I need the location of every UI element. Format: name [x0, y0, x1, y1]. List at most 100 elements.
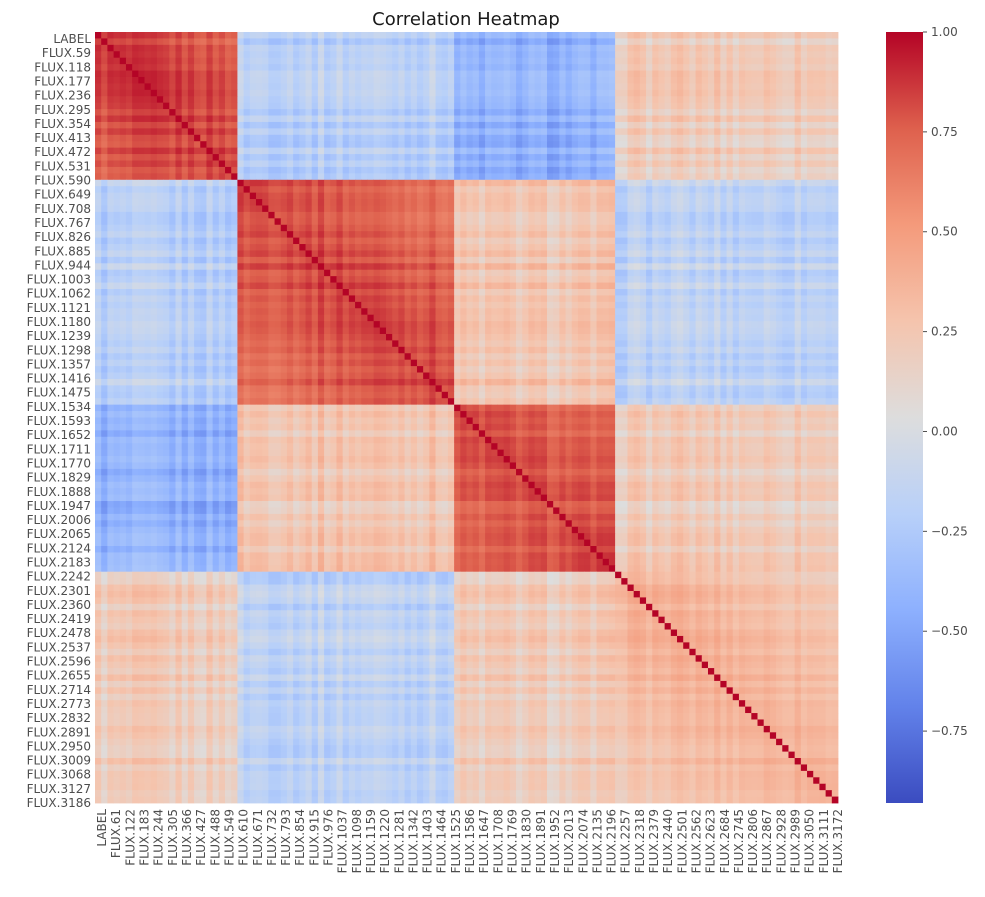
heatmap-cell — [206, 231, 214, 238]
heatmap-cell — [299, 57, 306, 65]
heatmap-cell — [305, 128, 313, 136]
heatmap-cell — [677, 269, 684, 277]
heatmap-cell — [348, 263, 356, 271]
heatmap-cell — [831, 199, 839, 206]
heatmap-cell — [633, 179, 641, 187]
heatmap-cell — [726, 166, 734, 174]
heatmap-cell — [225, 154, 232, 161]
heatmap-cell — [720, 160, 727, 168]
heatmap-cell — [571, 51, 579, 59]
heatmap-cell — [546, 154, 554, 161]
heatmap-cell — [249, 205, 257, 213]
heatmap-cell — [491, 51, 498, 59]
heatmap-cell — [553, 231, 560, 238]
heatmap-cell — [472, 244, 480, 251]
heatmap-cell — [819, 256, 827, 264]
heatmap-cell — [355, 109, 362, 116]
heatmap-cell — [732, 211, 740, 219]
heatmap-cell — [720, 57, 727, 65]
heatmap-cell — [621, 160, 628, 168]
heatmap-cell — [138, 244, 145, 251]
heatmap-cell — [571, 276, 579, 283]
heatmap-cell — [707, 83, 715, 91]
heatmap-cell — [608, 166, 616, 174]
heatmap-cell — [472, 147, 480, 155]
heatmap-cell — [745, 269, 752, 277]
heatmap-cell — [720, 244, 727, 251]
heatmap-cell — [150, 115, 158, 123]
heatmap-cell — [262, 64, 269, 71]
heatmap-cell — [423, 121, 430, 129]
heatmap-cell — [788, 276, 796, 283]
heatmap-cell — [621, 211, 628, 219]
heatmap-cell — [441, 289, 449, 296]
heatmap-cell — [187, 211, 195, 219]
heatmap-cell — [819, 154, 827, 161]
heatmap-cell — [386, 237, 393, 245]
heatmap-cell — [831, 70, 839, 78]
heatmap-cell — [540, 121, 548, 129]
heatmap-cell — [249, 173, 257, 181]
heatmap-cell — [491, 160, 498, 168]
heatmap-cell — [707, 237, 715, 245]
heatmap-cell — [590, 141, 597, 149]
heatmap-cell — [398, 57, 405, 65]
heatmap-cell — [212, 109, 220, 116]
heatmap-cell — [491, 109, 498, 116]
heatmap-cell — [454, 289, 461, 296]
heatmap-cell — [540, 51, 548, 59]
heatmap-cell — [745, 51, 752, 59]
heatmap-cell — [788, 160, 796, 168]
heatmap-cell — [763, 211, 771, 219]
heatmap-cell — [534, 160, 542, 168]
heatmap-cell — [299, 64, 306, 71]
heatmap-cell — [571, 192, 579, 200]
heatmap-cell — [311, 289, 319, 296]
heatmap-cell — [701, 276, 709, 283]
heatmap-cell — [398, 128, 405, 136]
heatmap-cell — [317, 256, 325, 264]
heatmap-cell — [726, 102, 734, 110]
heatmap-cell — [608, 160, 616, 168]
heatmap-cell — [738, 147, 746, 155]
heatmap-cell — [342, 134, 350, 142]
heatmap-cell — [150, 295, 158, 303]
heatmap-cell — [361, 51, 368, 59]
heatmap-cell — [299, 295, 306, 303]
heatmap-cell — [763, 224, 771, 232]
heatmap-cell — [342, 38, 350, 46]
heatmap-cell — [330, 32, 337, 39]
heatmap-cell — [249, 102, 257, 110]
heatmap-cell — [429, 166, 436, 174]
heatmap-cell — [478, 173, 486, 181]
heatmap-cell — [231, 224, 238, 232]
heatmap-cell — [516, 44, 523, 52]
heatmap-cell — [738, 121, 746, 129]
heatmap-cell — [701, 128, 709, 136]
heatmap-cell — [361, 250, 368, 258]
heatmap-cell — [361, 237, 368, 245]
heatmap-cell — [237, 276, 244, 283]
heatmap-cell — [683, 154, 690, 161]
heatmap-cell — [243, 295, 251, 303]
heatmap-cell — [373, 224, 381, 232]
heatmap-cell — [670, 276, 678, 283]
heatmap-cell — [627, 70, 635, 78]
heatmap-cell — [757, 276, 765, 283]
heatmap-cell — [175, 192, 183, 200]
heatmap-cell — [336, 51, 344, 59]
heatmap-cell — [305, 186, 313, 194]
heatmap-cell — [701, 282, 709, 290]
heatmap-cell — [243, 57, 251, 65]
heatmap-cell — [528, 115, 536, 123]
heatmap-cell — [800, 173, 808, 181]
heatmap-cell — [534, 109, 542, 116]
heatmap-cell — [478, 96, 486, 104]
heatmap-cell — [608, 102, 616, 110]
heatmap-cell — [447, 218, 455, 226]
heatmap-cell — [497, 134, 505, 142]
heatmap-cell — [478, 186, 486, 194]
heatmap-cell — [441, 134, 449, 142]
heatmap-cell — [621, 89, 628, 97]
heatmap-cell — [101, 192, 108, 200]
